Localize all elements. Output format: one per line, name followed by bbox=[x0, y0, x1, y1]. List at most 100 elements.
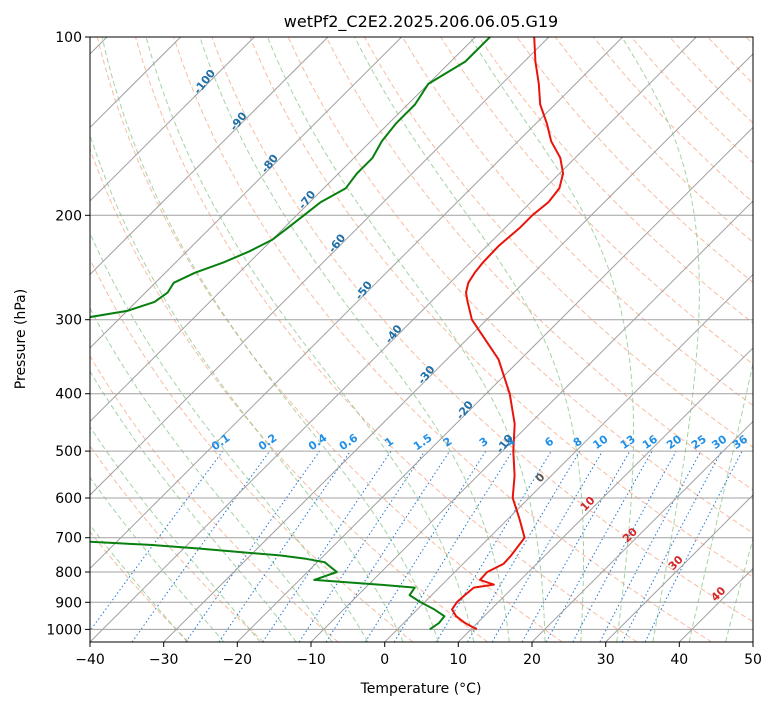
moist-adiabat bbox=[469, 37, 634, 642]
isotherm-line bbox=[90, 37, 697, 642]
dry-adiabat bbox=[325, 37, 753, 491]
mixing-ratio-label: 1.5 bbox=[411, 431, 434, 453]
moist-adiabat bbox=[354, 37, 584, 642]
isotherm-line bbox=[310, 200, 753, 642]
y-axis: 100 200 300 400 500 600 700 800 900 1000 bbox=[46, 30, 90, 638]
x-tick-label: 30 bbox=[597, 652, 615, 668]
mixing-ratio-line bbox=[325, 450, 451, 642]
x-tick-label: −20 bbox=[223, 652, 253, 668]
x-tick-label: 0 bbox=[380, 652, 389, 668]
y-tick-label: 900 bbox=[55, 595, 82, 611]
mixing-ratio-label: 25 bbox=[689, 433, 709, 452]
mixing-ratio-label: 3 bbox=[477, 435, 491, 450]
mixing-ratio-label: 20 bbox=[664, 432, 684, 452]
dry-adiabat bbox=[249, 37, 753, 578]
moist-adiabat bbox=[90, 476, 225, 642]
dry-adiabat bbox=[96, 37, 563, 642]
dry-adiabat bbox=[363, 37, 753, 448]
mixing-ratio-line bbox=[521, 450, 631, 642]
x-tick-label: −40 bbox=[75, 652, 105, 668]
y-tick-label: 700 bbox=[55, 531, 82, 547]
moist-adiabat bbox=[90, 231, 369, 642]
x-tick-label: −30 bbox=[149, 652, 179, 668]
y-axis-title: Pressure (hPa) bbox=[13, 289, 29, 389]
isotherm-label: -90 bbox=[227, 109, 250, 133]
isotherm-line bbox=[90, 37, 255, 202]
moist-adiabat bbox=[145, 37, 475, 642]
dry-adiabat bbox=[745, 37, 753, 45]
dry-adiabat bbox=[592, 37, 753, 203]
mixing-ratio-line bbox=[572, 450, 677, 642]
dry-adiabat bbox=[669, 37, 753, 124]
isotherm-line bbox=[384, 273, 753, 642]
mixing-ratio-label: 0.4 bbox=[306, 431, 330, 453]
dry-adiabat bbox=[440, 37, 753, 365]
x-axis: −40 −30 −20 −10 0 10 20 30 40 50 bbox=[75, 642, 762, 668]
isotherm-line bbox=[90, 37, 402, 349]
temperature-line bbox=[451, 37, 565, 631]
y-tick-label: 100 bbox=[55, 30, 82, 46]
moist-adiabat bbox=[267, 37, 546, 642]
isotherm-line bbox=[236, 126, 753, 642]
moist-adiabat bbox=[90, 133, 404, 642]
isotherm-line bbox=[90, 37, 476, 423]
mixing-ratio-label: 6 bbox=[542, 435, 556, 450]
x-tick-label: −10 bbox=[296, 652, 326, 668]
dry-adiabat bbox=[134, 37, 638, 642]
moist-adiabat bbox=[90, 307, 333, 642]
dry-adiabat bbox=[90, 147, 488, 642]
dry-adiabat bbox=[90, 530, 190, 642]
x-tick-label: 20 bbox=[523, 652, 541, 668]
moist-adiabat-label: 30 bbox=[666, 553, 686, 573]
isotherm-label: -100 bbox=[191, 67, 218, 97]
moist-adiabat bbox=[101, 37, 439, 642]
x-axis-title: Temperature (°C) bbox=[360, 681, 482, 697]
chart-title: wetPf2_C2E2.2025.206.06.05.G19 bbox=[284, 12, 558, 32]
y-tick-label: 800 bbox=[55, 565, 82, 581]
y-tick-label: 400 bbox=[55, 387, 82, 403]
mixing-ratio-label: 36 bbox=[730, 432, 750, 452]
isotherm-line bbox=[531, 420, 753, 642]
mixing-ratio-line bbox=[90, 450, 224, 632]
mixing-ratio-line bbox=[599, 450, 702, 642]
isotherm-line bbox=[90, 37, 550, 496]
dry-adiabat bbox=[707, 37, 753, 85]
plot-frame bbox=[89, 36, 754, 643]
mixing-ratio-label: 0.2 bbox=[256, 431, 279, 453]
mixing-ratio-label: 10 bbox=[590, 432, 610, 452]
dry-adiabat bbox=[211, 37, 753, 623]
mixing-ratio-line bbox=[298, 450, 426, 642]
y-tick-label: 1000 bbox=[46, 622, 82, 638]
mixing-ratio-line bbox=[262, 450, 392, 642]
x-tick-label: 40 bbox=[670, 652, 688, 668]
isotherm-line bbox=[678, 567, 753, 642]
x-tick-label: 10 bbox=[449, 652, 467, 668]
dry-adiabat bbox=[173, 37, 712, 642]
dewpoint-line bbox=[90, 37, 491, 631]
mixing-ratio-label: 1 bbox=[382, 435, 396, 450]
dry-adiabat bbox=[554, 37, 753, 243]
dry-adiabat bbox=[90, 445, 264, 642]
y-tick-label: 300 bbox=[55, 313, 82, 329]
isotherm-line bbox=[605, 494, 753, 642]
moist-adiabat-label: 40 bbox=[708, 584, 728, 604]
moist-adiabat bbox=[621, 37, 700, 642]
mixing-ratio-line bbox=[393, 450, 513, 642]
dry-adiabat bbox=[402, 37, 753, 406]
y-tick-label: 200 bbox=[55, 208, 82, 224]
isotherm-label: -60 bbox=[326, 231, 349, 255]
dry-adiabat bbox=[90, 355, 339, 642]
isotherm-line bbox=[457, 347, 753, 642]
mixing-ratio-line bbox=[185, 450, 321, 642]
mixing-ratio-line bbox=[644, 450, 743, 642]
isotherm-label: -20 bbox=[454, 398, 477, 422]
isotherm-line bbox=[752, 641, 753, 642]
mixing-ratio-line bbox=[218, 450, 351, 642]
profile-series bbox=[90, 37, 565, 631]
x-tick-label: 50 bbox=[744, 652, 762, 668]
mixing-ratio-label: 16 bbox=[640, 432, 660, 452]
mixing-ratio-line bbox=[364, 450, 487, 642]
isotherm-line bbox=[90, 37, 329, 276]
moist-adiabat bbox=[725, 537, 753, 642]
isotherm-line bbox=[163, 53, 753, 642]
